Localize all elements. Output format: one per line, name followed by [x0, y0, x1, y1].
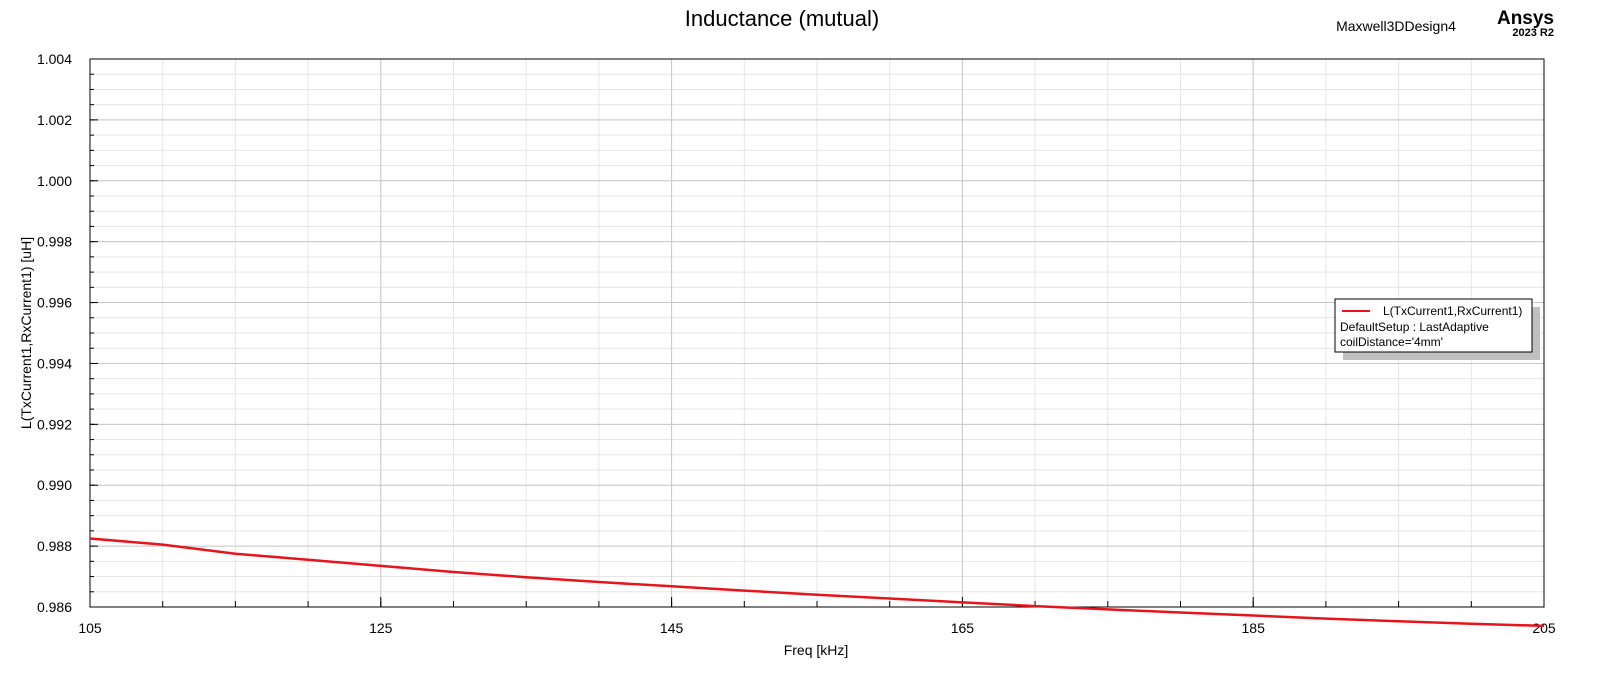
- x-tick-labels: 105 125 145 165 185 205: [78, 620, 1556, 636]
- design-name: Maxwell3DDesign4: [1336, 18, 1456, 34]
- x-tick-label: 125: [369, 620, 393, 636]
- legend-box: [1334, 298, 1533, 353]
- legend-setup-line: DefaultSetup : LastAdaptive: [1340, 320, 1489, 334]
- y-tick-label: 0.990: [37, 477, 72, 493]
- y-tick-labels: 0.986 0.988 0.990 0.992 0.994 0.996 0.998 1.000…: [37, 51, 72, 615]
- chart-title: Inductance (mutual): [685, 6, 879, 31]
- legend-series-label: L(TxCurrent1,RxCurrent1): [1383, 304, 1522, 318]
- minor-grid: [90, 59, 1544, 607]
- x-tick-label: 105: [78, 620, 102, 636]
- legend[interactable]: L(TxCurrent1,RxCurrent1) DefaultSetup : …: [1334, 298, 1540, 360]
- series-line-l-txcurrent1-rxcurrent1: [89, 537, 1545, 628]
- y-tick-label: 0.998: [37, 234, 72, 250]
- x-tick-label: 185: [1242, 620, 1266, 636]
- axis-ticks: [89, 58, 1545, 608]
- y-axis-label: L(TxCurrent1,RxCurrent1) [uH]: [18, 237, 34, 429]
- y-tick-label: 0.988: [37, 538, 72, 554]
- x-axis-label: Freq [kHz]: [784, 642, 849, 658]
- y-tick-label: 0.992: [37, 416, 72, 432]
- x-tick-label: 205: [1532, 620, 1556, 636]
- y-tick-label: 1.004: [37, 51, 72, 67]
- legend-param-line: coilDistance='4mm': [1340, 335, 1443, 349]
- y-tick-label: 0.986: [37, 599, 72, 615]
- version-label: 2023 R2: [1512, 27, 1554, 39]
- y-tick-label: 0.996: [37, 295, 72, 311]
- x-tick-label: 165: [951, 620, 975, 636]
- y-tick-label: 1.000: [37, 173, 72, 189]
- y-tick-label: 1.002: [37, 112, 72, 128]
- x-tick-label: 145: [660, 620, 684, 636]
- y-tick-label: 0.994: [37, 355, 72, 371]
- ansys-logo: Ansys: [1497, 8, 1554, 29]
